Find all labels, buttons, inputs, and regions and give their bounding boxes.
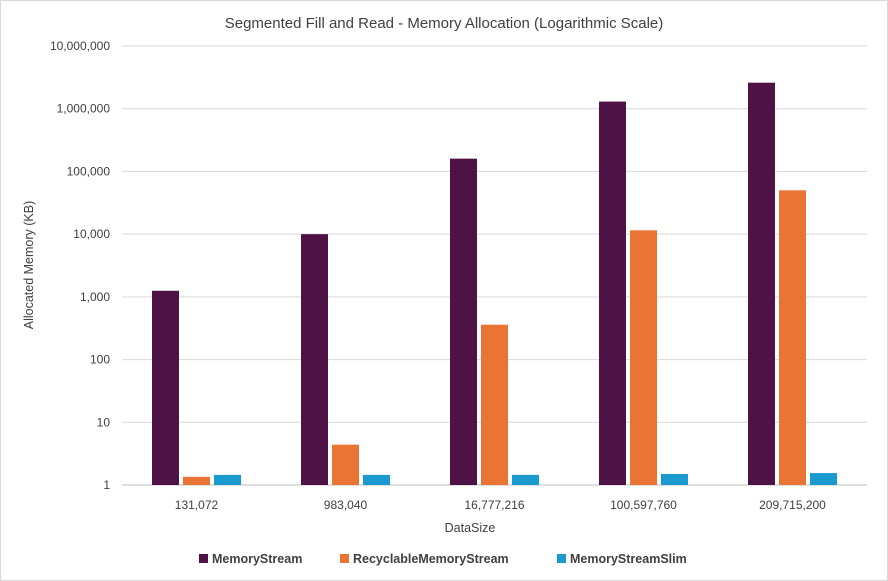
bar-memorystreamslim-4: [810, 473, 837, 485]
y-tick-label: 10,000,000: [50, 39, 110, 53]
x-tick-label: 16,777,216: [464, 498, 524, 512]
y-tick-label: 100,000: [67, 164, 111, 178]
bar-memorystreamslim-1: [363, 474, 390, 485]
legend-swatch-recyclablememorystream: [340, 554, 349, 563]
legend-label-memorystream: MemoryStream: [212, 552, 302, 566]
bar-recyclablememorystream-4: [779, 190, 806, 486]
x-tick-label: 100,597,760: [610, 498, 677, 512]
y-axis-label: Allocated Memory (KB): [22, 201, 36, 330]
bar-recyclablememorystream-1: [332, 444, 359, 485]
legend-swatch-memorystreamslim: [557, 554, 566, 563]
legend-label-recyclablememorystream: RecyclableMemoryStream: [353, 552, 509, 566]
y-tick-label: 10: [97, 415, 111, 429]
bar-memorystreamslim-2: [512, 474, 539, 485]
bar-memorystream-4: [748, 82, 775, 486]
y-tick-label: 100: [90, 353, 110, 367]
y-axis-ticks: 1 10 100 1,000 10,000 100,000 1,000,000 10,000,…: [50, 39, 110, 492]
bar-recyclablememorystream-2: [481, 324, 508, 485]
x-axis-label: DataSize: [445, 521, 496, 535]
x-axis-ticks: 131,072 983,040 16,777,216 100,597,760 209,7…: [175, 498, 826, 512]
bar-memorystream-2: [450, 158, 477, 486]
bars: [152, 82, 837, 486]
x-tick-label: 983,040: [324, 498, 368, 512]
chart-title: Segmented Fill and Read - Memory Allocat…: [225, 15, 664, 32]
bar-memorystream-3: [599, 101, 626, 485]
bar-memorystreamslim-0: [214, 474, 241, 485]
legend: MemoryStream RecyclableMemoryStream Memory…: [199, 552, 687, 566]
legend-swatch-memorystream: [199, 554, 208, 563]
legend-label-memorystreamslim: MemoryStreamSlim: [570, 552, 687, 566]
y-tick-label: 10,000: [73, 227, 110, 241]
y-tick-label: 1,000,000: [57, 102, 111, 116]
bar-memorystreamslim-3: [661, 473, 688, 485]
y-tick-label: 1: [103, 478, 110, 492]
bar-memorystream-1: [301, 234, 328, 485]
x-tick-label: 209,715,200: [759, 498, 826, 512]
y-tick-label: 1,000: [80, 290, 110, 304]
x-tick-label: 131,072: [175, 498, 219, 512]
bar-recyclablememorystream-3: [630, 230, 657, 485]
bar-memorystream-0: [152, 290, 179, 485]
bar-recyclablememorystream-0: [183, 476, 210, 485]
